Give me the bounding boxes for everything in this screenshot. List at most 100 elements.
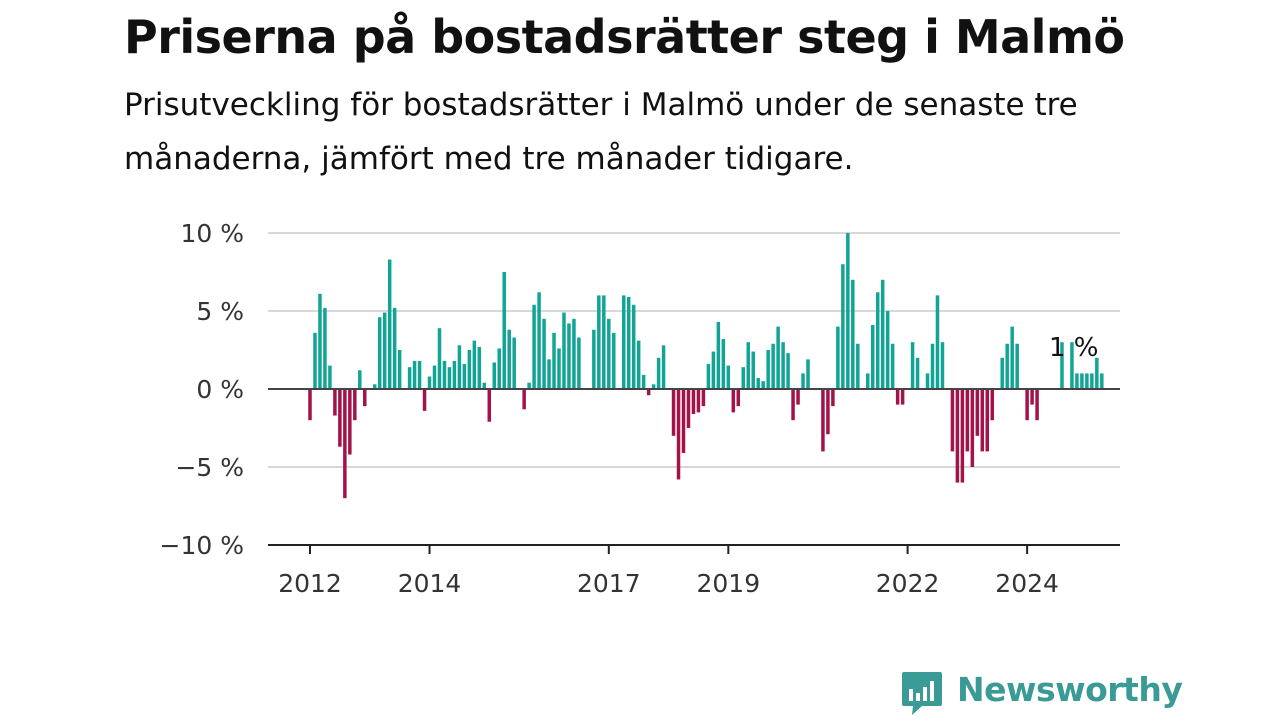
bar (1015, 343, 1019, 389)
bar (328, 365, 332, 389)
bar (636, 340, 641, 389)
bar (885, 311, 890, 389)
grid-lines (268, 232, 1120, 468)
bar (497, 348, 501, 389)
bar (915, 357, 920, 389)
bar (1030, 389, 1034, 405)
bar (771, 343, 775, 389)
bar (651, 384, 656, 389)
bar (392, 307, 397, 389)
bar (397, 350, 402, 389)
bar (427, 376, 432, 389)
y-tick-label: 5 % (196, 297, 244, 326)
bar (890, 343, 895, 389)
bar (681, 389, 686, 453)
bar (940, 342, 945, 389)
bar (796, 389, 800, 405)
chart-subtitle: Prisutveckling för bostadsrätter i Malmö… (124, 87, 1078, 177)
annotations: 1 % (1049, 333, 1099, 363)
x-axis-labels: 2012 2014 2017 2019 2022 2024 (278, 569, 1059, 598)
bar (577, 337, 581, 389)
bar (646, 389, 651, 396)
bar (313, 332, 317, 389)
bar (880, 279, 885, 389)
bar (407, 367, 412, 389)
bar (661, 345, 666, 389)
bar (452, 360, 457, 389)
bar (363, 389, 367, 407)
bar (791, 389, 795, 421)
bar (965, 389, 970, 452)
x-tick-label: 2024 (995, 569, 1059, 598)
bar (492, 362, 497, 389)
x-tick-label: 2014 (398, 569, 462, 598)
y-tick-label: −5 % (175, 453, 244, 482)
bar (432, 365, 437, 389)
bar (955, 389, 960, 483)
bar (512, 337, 516, 389)
bar (522, 389, 526, 410)
y-tick-label: 10 % (180, 219, 244, 248)
bar (412, 360, 417, 389)
bar (856, 343, 860, 389)
bar (786, 353, 790, 389)
bar (676, 389, 681, 480)
x-tick-label: 2012 (278, 569, 342, 598)
axes (268, 388, 1120, 554)
bar (338, 389, 342, 447)
newsworthy-logo-text: Newsworthy (957, 670, 1183, 709)
bar (691, 389, 696, 414)
bar (826, 389, 830, 435)
bar (731, 389, 736, 413)
bar (776, 326, 780, 389)
newsworthy-logo-icon (902, 672, 942, 715)
bar (422, 389, 427, 411)
bar (701, 389, 706, 407)
bar (1005, 343, 1009, 389)
bar (736, 389, 741, 407)
bar (308, 389, 312, 421)
chart-title: Priserna på bostadsrätter steg i Malmö (124, 10, 1125, 64)
bar (318, 293, 322, 389)
y-tick-label: −10 % (160, 531, 244, 560)
bar (935, 295, 940, 389)
bar (567, 323, 571, 389)
bar (572, 318, 576, 389)
bar (671, 389, 676, 436)
bar (761, 381, 765, 389)
bar (806, 359, 810, 389)
bar (467, 350, 472, 389)
bar (870, 325, 875, 389)
bar (482, 382, 487, 389)
bar (552, 332, 556, 389)
bar (447, 367, 452, 389)
bar (372, 384, 377, 389)
bar (985, 389, 990, 452)
bar (437, 328, 442, 389)
bar (333, 389, 337, 416)
bar (487, 389, 492, 422)
bar (602, 295, 606, 389)
bar (741, 367, 746, 389)
bar (970, 389, 975, 467)
bar (950, 389, 955, 452)
bar (821, 389, 825, 452)
bar (377, 317, 382, 389)
bars (308, 233, 1104, 499)
bar (462, 364, 467, 389)
bar (990, 389, 995, 421)
bar (716, 321, 721, 389)
bar (1000, 357, 1004, 389)
bar (801, 373, 805, 389)
bar (1060, 342, 1064, 389)
bar (502, 272, 506, 389)
bar (1070, 342, 1074, 389)
bar (1075, 373, 1079, 389)
latest-value-label: 1 % (1049, 333, 1099, 363)
x-tick-label: 2019 (697, 569, 761, 598)
bar (1025, 389, 1029, 421)
bar (537, 292, 541, 389)
bar (387, 259, 392, 389)
bar (930, 343, 935, 389)
